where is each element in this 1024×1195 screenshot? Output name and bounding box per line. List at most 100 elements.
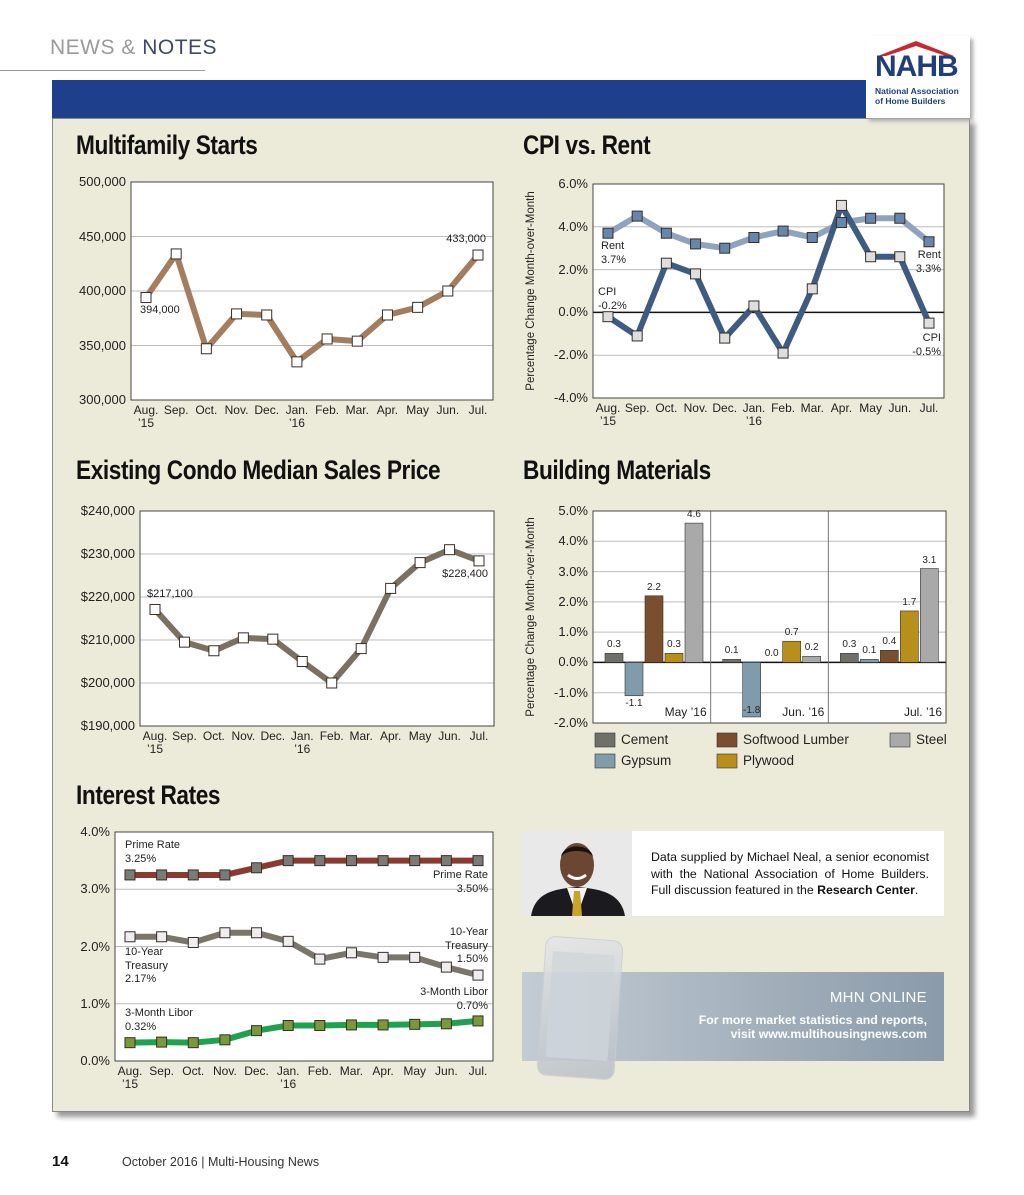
point-marker [326,677,338,689]
x-tick-label: Dec. [712,401,738,415]
x-tick-label: Jun. ’16 [782,705,825,719]
annotation: 433,000 [446,233,486,247]
y-tick-label: 3.0% [80,881,110,897]
x-tick-label: Jan. ’16 [742,401,766,428]
point-marker [321,333,333,345]
x-tick-label: Sep. [149,1064,174,1078]
x-tick-label: Feb. [771,401,796,415]
x-tick-label: Nov. [224,403,249,417]
y-tick-label: 400,000 [79,283,126,298]
point-marker [296,656,308,667]
annotation-name: CPI [922,332,941,344]
legend-label: Steel [916,732,947,747]
legend-swatch [716,732,738,748]
bar [664,653,684,663]
y-tick-label: $240,000 [80,503,135,518]
point-marker [923,317,935,329]
data-label: 3.7% [601,253,627,266]
x-tick-label: Feb. [315,403,340,417]
x-tick-label: Sep. [163,403,189,417]
x-tick-label: Sep. [624,401,650,415]
x-tick-label: Jul. [469,729,489,743]
y-tick-label: $230,000 [80,546,135,561]
point-marker [442,285,454,297]
y-tick-label: $200,000 [80,675,135,690]
point-marker [351,335,363,347]
x-tick-label: Apr. [830,401,853,415]
point-marker [690,268,702,280]
y-tick-label: 0.0% [558,304,588,320]
bar [880,650,899,663]
y-tick-label: 350,000 [79,337,126,353]
x-tick-label: Nov. [231,729,256,743]
data-label: 0.3 [607,639,621,651]
y-tick-label: -2.0% [554,347,588,363]
x-tick-label: Oct. [182,1064,205,1078]
chart-title: CPI vs. Rent [523,130,651,160]
logo: NAHB National Association of Home Builde… [866,36,970,118]
point-marker [923,236,935,248]
point-marker [660,257,672,269]
annotation: Prime Rate 3.25% [125,839,200,866]
x-tick-label: Mar. [349,729,373,743]
annotation: 10-Year Treasury 1.50% [433,926,488,967]
y-tick-label: 6.0% [558,176,588,191]
x-tick-label: Sep. [172,729,197,743]
point-marker [631,210,643,222]
annotation-name: Prime Rate [125,839,181,851]
annotation-name: 10-Year Treasury [445,926,488,952]
point-marker [865,251,877,263]
y-tick-label: 0.0% [558,654,588,670]
point-marker [178,636,190,648]
x-tick-label: Apr. [379,729,402,743]
data-label: -1.1 [625,697,643,709]
point-marker [473,555,485,567]
x-tick-label: Aug. ’15 [133,403,159,430]
bar [782,640,801,663]
bar [644,595,664,663]
annotation: CPI -0.2% [598,286,627,313]
x-tick-label: Feb. [307,1064,332,1078]
legend-label: Plywood [743,753,795,768]
y-tick-label: -4.0% [554,390,588,405]
y-tick-label: 300,000 [79,392,126,407]
point-marker [409,855,421,867]
y-tick-label: -1.0% [554,684,588,700]
point-marker [377,951,389,963]
data-label: 0.1 [862,645,877,657]
annotation: 3-Month Libor 0.32% [125,1007,220,1034]
data-label: 1.50% [456,953,488,965]
point-marker [777,347,789,359]
x-tick-label: Dec. [244,1064,269,1078]
chart-title: Building Materials [523,455,711,485]
point-marker [124,1037,136,1049]
data-label: 3.50% [456,882,488,895]
point-marker [219,869,231,881]
point-marker [251,927,263,939]
page-number: 14 [52,1153,69,1170]
data-label: 433,000 [446,233,486,245]
data-label: $228,400 [442,568,488,580]
x-tick-label: May [406,403,429,417]
credit-link: Research Center [817,883,915,897]
point-marker [187,936,199,948]
data-label: 3.1 [922,554,937,566]
x-tick-label: Jul. ’16 [903,705,942,719]
promo-title: MHN ONLINE [829,989,927,1006]
point-marker [385,582,397,594]
point-marker [345,947,357,959]
point-marker [381,309,393,321]
data-label: 0.4 [882,636,897,648]
point-marker [261,309,273,321]
point-marker [156,1036,168,1048]
point-marker [208,645,220,657]
data-label: 0.32% [125,1020,157,1033]
credit-box: Data supplied by Michael Neal, a senior … [523,831,944,916]
data-label: 0.3 [667,639,681,651]
chart-title: Existing Condo Median Sales Price [76,455,441,485]
point-marker [894,212,906,224]
point-marker [412,301,424,313]
plot-border [139,510,495,727]
legend-swatch [716,753,738,769]
y-axis-label: Percentage Change Month-over-Month [525,517,537,716]
